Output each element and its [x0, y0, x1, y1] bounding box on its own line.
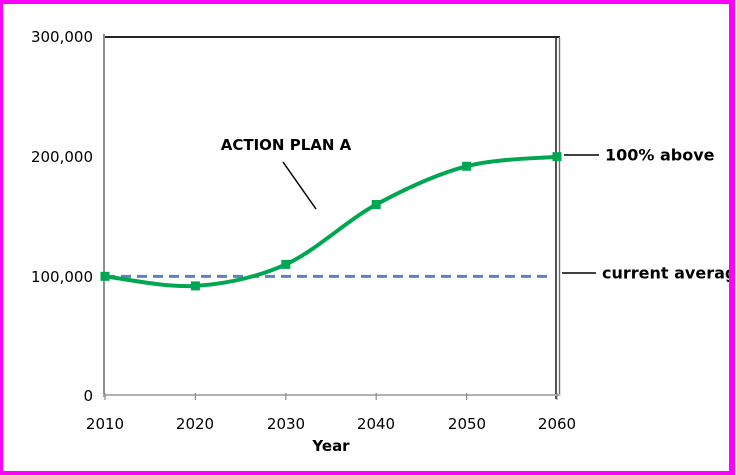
annotation-100-above: 100% above	[605, 145, 715, 165]
series-marker	[190, 281, 200, 291]
annotation-current-average: current average	[602, 263, 737, 283]
series-marker	[552, 152, 562, 162]
x-axis-tick-label: 2060	[537, 415, 577, 433]
y-axis-tick-label: 100,000	[30, 268, 93, 286]
series-marker	[100, 271, 110, 281]
x-axis-tick-label: 2020	[175, 415, 215, 433]
x-axis-title: Year	[312, 437, 350, 455]
series-annotation-label: ACTION PLAN A	[220, 136, 352, 154]
x-axis-tick-label: 2010	[85, 415, 125, 433]
x-axis-tick-label: 2030	[266, 415, 306, 433]
series-marker	[281, 259, 291, 269]
y-axis-tick-label: 0	[83, 387, 93, 405]
series-marker	[371, 200, 381, 210]
x-axis-tick-label: 2040	[356, 415, 396, 433]
y-axis-tick-label: 200,000	[30, 148, 93, 166]
x-axis-tick-label: 2050	[447, 415, 487, 433]
annotation-leader-line	[282, 161, 317, 210]
series-marker	[462, 161, 472, 171]
y-axis-tick-label: 300,000	[30, 28, 93, 46]
chart-canvas	[100, 34, 599, 400]
series-line	[103, 154, 559, 289]
